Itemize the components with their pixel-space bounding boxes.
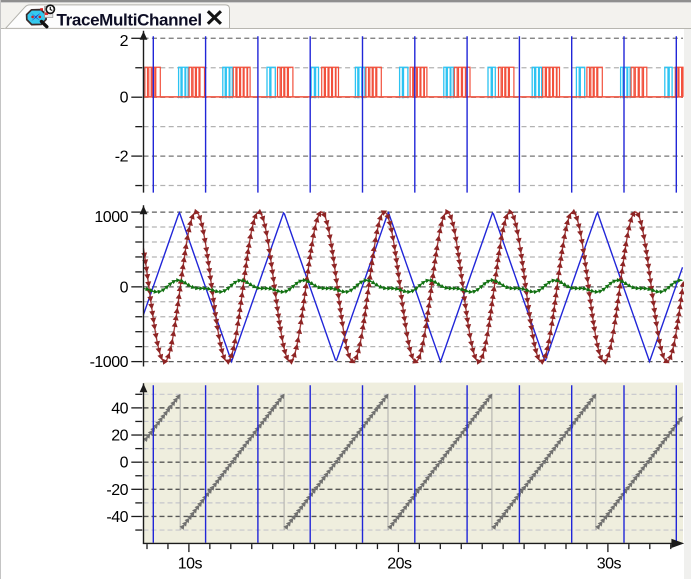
svg-text:0: 0: [120, 455, 129, 472]
svg-text:1000: 1000: [94, 209, 128, 226]
svg-text:0: 0: [120, 279, 129, 296]
svg-text:TraceMultiChannel: TraceMultiChannel: [57, 10, 202, 29]
svg-text:10s: 10s: [178, 556, 203, 573]
svg-text:-20: -20: [106, 482, 128, 499]
svg-text:-40: -40: [106, 509, 128, 526]
svg-text:30s: 30s: [597, 556, 622, 573]
svg-text:20: 20: [111, 428, 128, 445]
svg-text:2: 2: [120, 33, 129, 50]
svg-text:-2: -2: [115, 149, 129, 166]
svg-text:40: 40: [111, 400, 128, 417]
svg-text:20s: 20s: [387, 556, 412, 573]
svg-text:0: 0: [120, 90, 129, 107]
svg-text:-1000: -1000: [90, 354, 129, 371]
